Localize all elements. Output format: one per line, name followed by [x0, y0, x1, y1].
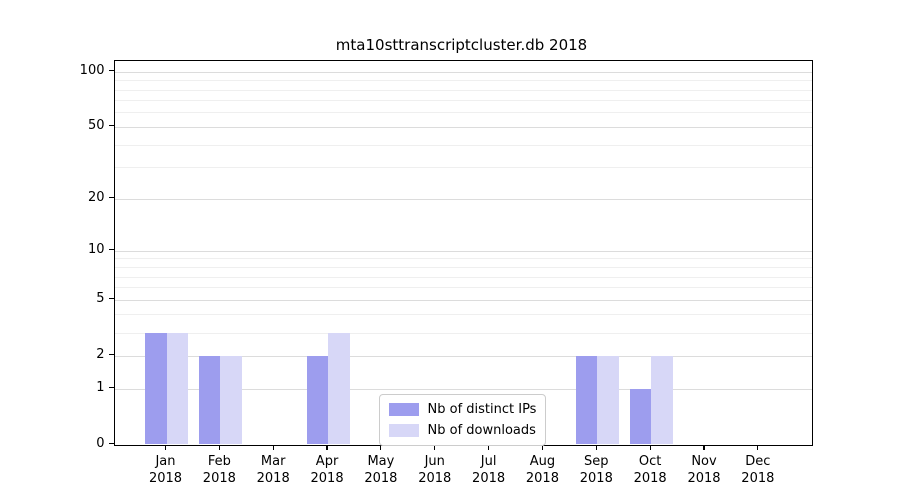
x-tick-mark	[326, 444, 328, 450]
bar-oct-ips	[629, 388, 652, 445]
x-tick-mark	[595, 444, 597, 450]
y-tick-mark	[108, 125, 114, 127]
x-tick-mark	[272, 444, 274, 450]
minor-gridline	[114, 112, 812, 114]
minor-gridline	[114, 287, 812, 289]
legend-swatch-distinct-ips	[388, 402, 419, 416]
x-tick-label: Oct 2018	[633, 453, 667, 487]
minor-gridline	[114, 167, 812, 169]
y-tick-mark	[108, 354, 114, 356]
bar-apr-ips	[306, 355, 329, 445]
bar-apr-downloads	[328, 332, 350, 445]
y-tick-label: 20	[87, 189, 105, 205]
minor-gridline	[114, 332, 812, 334]
legend-label-distinct-ips: Nb of distinct IPs	[427, 401, 537, 417]
bar-feb-ips	[198, 355, 221, 445]
y-tick-mark	[108, 298, 114, 300]
major-gridline	[114, 250, 812, 252]
major-gridline	[114, 198, 812, 200]
y-tick-mark	[108, 196, 114, 199]
x-tick-mark	[434, 444, 436, 450]
x-tick-label: Dec 2018	[741, 453, 775, 487]
bar-sep-downloads	[597, 355, 619, 445]
major-gridline	[114, 71, 812, 73]
x-tick-mark	[703, 444, 705, 450]
x-tick-mark	[649, 444, 651, 450]
y-tick-mark	[108, 249, 114, 251]
x-tick-label: Apr 2018	[310, 453, 344, 487]
x-tick-label: Jul 2018	[472, 453, 506, 487]
minor-gridline	[114, 267, 812, 268]
minor-gridline	[114, 276, 812, 278]
x-tick-label: Jan 2018	[148, 453, 183, 487]
major-gridline	[114, 299, 812, 301]
y-tick-label: 100	[79, 62, 105, 78]
legend-row: Nb of downloads	[388, 422, 537, 439]
y-tick-label: 0	[96, 435, 105, 451]
bar-oct-downloads	[651, 355, 673, 445]
x-tick-mark	[757, 444, 759, 450]
y-tick-label: 1	[96, 379, 105, 395]
y-tick-label: 2	[96, 346, 105, 362]
minor-gridline	[114, 144, 812, 146]
bar-feb-downloads	[220, 355, 242, 445]
minor-gridline	[114, 100, 812, 102]
legend-row: Nb of distinct IPs	[388, 401, 537, 418]
major-gridline	[114, 355, 812, 357]
chart-title: mta10sttranscriptcluster.db 2018	[335, 36, 588, 54]
y-tick-label: 5	[96, 290, 105, 306]
x-tick-label: Nov 2018	[687, 453, 721, 487]
major-gridline	[114, 388, 812, 390]
x-tick-label: Jun 2018	[418, 453, 452, 487]
x-tick-label: May 2018	[364, 453, 398, 487]
legend-swatch-downloads	[388, 423, 419, 437]
x-tick-mark	[541, 444, 544, 450]
y-tick-mark	[108, 386, 114, 389]
x-tick-mark	[218, 444, 220, 450]
y-tick-label: 10	[87, 241, 105, 257]
legend: Nb of distinct IPs Nb of downloads	[378, 393, 547, 446]
x-tick-label: Mar 2018	[256, 453, 290, 487]
minor-gridline	[114, 80, 812, 82]
x-tick-label: Sep 2018	[579, 453, 613, 487]
y-tick-label: 50	[87, 117, 105, 133]
legend-label-downloads: Nb of downloads	[427, 422, 536, 438]
bar-sep-ips	[575, 355, 598, 445]
plot-area: Nb of distinct IPs Nb of downloads	[113, 59, 813, 446]
minor-gridline	[114, 258, 812, 260]
major-gridline	[114, 126, 812, 128]
x-tick-label: Feb 2018	[202, 453, 236, 487]
minor-gridline	[114, 89, 812, 91]
x-tick-mark	[488, 444, 490, 450]
minor-gridline	[114, 314, 812, 316]
bar-jan-downloads	[166, 332, 188, 445]
bar-jan-ips	[145, 332, 167, 445]
y-tick-mark	[108, 442, 114, 445]
x-tick-mark	[164, 444, 167, 450]
x-tick-mark	[380, 444, 382, 450]
y-tick-mark	[108, 70, 114, 72]
x-tick-label: Aug 2018	[525, 453, 559, 487]
